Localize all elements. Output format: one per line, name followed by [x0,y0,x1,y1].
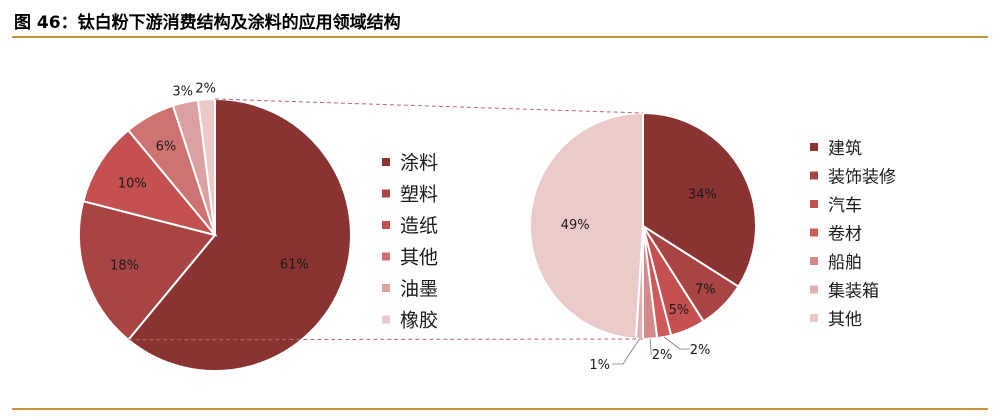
pie-slice-造纸 [82,128,218,237]
pie-value-label: 2% [195,81,216,96]
legend-swatch [382,221,390,229]
figure-title-bar: 图 46：钛白粉下游消费结构及涂料的应用领域结构 [12,6,988,34]
legend-swatch [382,252,390,261]
pie-value-label: 6% [156,140,177,155]
pie-value-label: 49% [561,218,590,233]
pie-value-label: 34% [688,187,717,202]
legend-swatch [382,189,390,198]
pie-value-label: 3% [172,85,193,100]
legend-label: 涂料 [400,152,438,174]
legend-label: 船舶 [828,253,862,273]
legend-swatch [382,284,390,292]
pie-value-label: 2% [690,343,711,358]
legend-swatch [810,285,818,294]
bottom-rule [12,408,988,410]
leader-line [663,336,690,350]
pie-value-label: 7% [695,282,716,297]
legend-label: 其他 [828,310,862,330]
pie-slice-塑料 [78,199,217,342]
pie-slice-橡胶 [196,97,216,236]
leader-line [649,338,652,355]
legend-label: 油墨 [400,278,438,300]
pie-slice-其他 [529,111,644,340]
legend-swatch [810,257,818,265]
pie-value-label: 1% [589,358,610,373]
legend-swatch [382,315,390,324]
pie-value-label: 10% [118,177,147,192]
connector-line-top [214,98,644,114]
legend-swatch [810,314,818,322]
legend-label: 集装箱 [828,282,879,302]
legend-swatch [382,158,390,166]
connector-line-bottom [128,338,644,341]
pie-value-label: 2% [652,348,673,363]
legend-label: 其他 [400,247,438,269]
legend-label: 汽车 [828,196,862,216]
legend-label: 建筑 [828,139,862,159]
legend-swatch [810,143,818,151]
legend-swatch [810,171,818,180]
pie-value-label: 61% [280,258,309,273]
legend-label: 装饰装修 [828,168,896,188]
legend-label: 卷材 [828,225,862,245]
leader-line [612,338,640,365]
pie-value-label: 18% [110,258,139,273]
pie-value-label: 5% [669,303,690,318]
legend-label: 造纸 [400,215,438,237]
legend-label: 橡胶 [400,310,438,332]
legend-swatch [810,228,818,237]
legend-label: 塑料 [400,184,438,206]
figure-title: 图 46：钛白粉下游消费结构及涂料的应用领域结构 [14,13,401,33]
legend-swatch [810,200,818,208]
pie-slice-涂料 [126,97,352,372]
top-rule [12,36,988,38]
